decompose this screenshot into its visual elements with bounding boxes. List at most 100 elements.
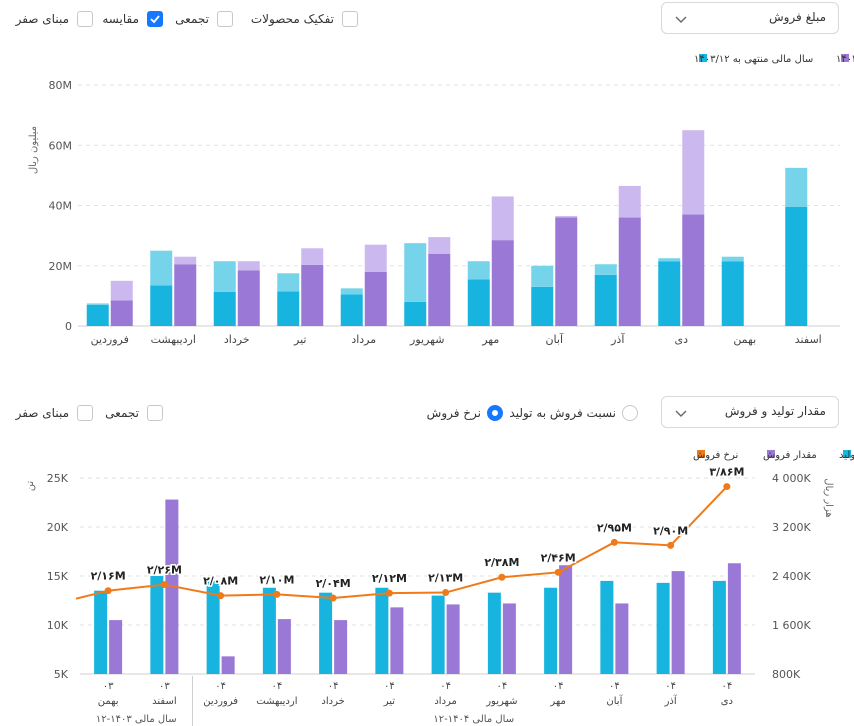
legend-swatch	[841, 54, 849, 62]
y-tick-label: 40M	[49, 200, 73, 213]
sales-rate-label: ۳/۸۶M	[709, 466, 744, 479]
legend-swatch	[697, 450, 705, 458]
top-controls: مبلغ فروش تفکیک محصولات تجمعی مقایسه مبن…	[0, 2, 854, 38]
zero-base-checkbox[interactable]: مبنای صفر	[3, 11, 93, 31]
sales-rate-label: ۲/۴۶M	[541, 551, 576, 564]
y-tick-label: 20K	[47, 521, 69, 534]
sales-rate-label: ۲/۳۸M	[484, 556, 519, 569]
bar-production	[375, 587, 389, 674]
sales-rate-point	[104, 587, 112, 595]
sales-rate-point	[160, 581, 168, 589]
chevron-down-icon	[675, 410, 687, 417]
bar-previous-extra	[301, 248, 324, 265]
y-tick-label: 10K	[47, 619, 69, 632]
bar-sales	[559, 565, 573, 674]
x-tick-year: ۰۴	[609, 681, 620, 692]
sales-amount-chart: سال مالی منتهی به ۱۴۰۴/۱۲ سال مالی منتهی …	[28, 54, 854, 346]
bar-sales	[615, 603, 629, 674]
legend-swatch	[767, 450, 775, 458]
bar-current-extra	[150, 250, 173, 286]
bar-current-extra	[594, 264, 617, 275]
x-tick-label: فروردین	[91, 333, 129, 346]
bar-current	[277, 291, 300, 326]
sales-rate-label: ۲/۱۳M	[428, 572, 463, 585]
bar-current	[404, 301, 427, 326]
x-tick-label: خرداد	[321, 696, 344, 707]
x-tick-label: مهر	[549, 696, 565, 707]
zero-base-checkbox-bottom[interactable]: مبنای صفر	[3, 405, 93, 425]
sales-rate-label: ۲/۰۴M	[316, 577, 351, 590]
sales-to-production-radio[interactable]: نسبت فروش به تولید	[509, 405, 638, 425]
bar-previous	[110, 300, 133, 326]
y-tick-label: 25K	[47, 472, 69, 485]
checkbox-label: مقایسه	[102, 12, 139, 26]
breakdown-products-checkbox[interactable]: تفکیک محصولات	[248, 11, 358, 31]
sales-rate-point	[723, 483, 731, 491]
x-tick-label: فروردین	[203, 696, 238, 707]
bar-previous-extra	[491, 196, 514, 241]
bar-current-extra	[721, 256, 744, 262]
x-group-label: سال مالی ۱۴۰۴-۱۲	[433, 714, 514, 725]
sales-rate-point	[498, 573, 506, 581]
legend-label: مقدار تولید	[839, 450, 854, 461]
bar-current-extra	[277, 273, 300, 292]
bar-production	[431, 595, 445, 674]
sales-rate-label: ۲/۲۶M	[147, 564, 182, 577]
production-sales-select-label: مقدار تولید و فروش	[724, 404, 826, 418]
checkbox-box	[147, 405, 163, 421]
bar-production	[487, 592, 501, 674]
production-sales-chart: مقدار تولید مقدار فروش نرخ فروش تن هزار ریال…	[25, 450, 854, 726]
x-tick-label: بهمن	[733, 333, 756, 346]
bar-current	[785, 207, 808, 326]
bar-previous	[237, 270, 260, 326]
sales-rate-label: ۲/۰۸M	[203, 575, 238, 588]
x-tick-year: ۰۴	[384, 681, 395, 692]
bar-previous-extra	[618, 185, 641, 218]
x-tick-label: مهر	[481, 333, 499, 346]
x-tick-label: تیر	[293, 333, 306, 346]
sales-rate-label: ۲/۹۰M	[653, 524, 688, 537]
checkbox-label: تفکیک محصولات	[250, 12, 334, 26]
y-tick-label-right: 4 000K	[772, 472, 811, 485]
x-tick-year: ۰۳	[103, 681, 114, 692]
bar-current	[150, 285, 173, 326]
y-tick-label: 0	[65, 320, 72, 333]
y-tick-label: 80M	[49, 79, 73, 92]
bar-production	[319, 592, 333, 674]
bar-production	[600, 580, 614, 674]
sales-rate-radio[interactable]: نرخ فروش	[423, 405, 503, 425]
bar-previous-extra	[555, 216, 578, 218]
bar-current	[658, 261, 681, 326]
checkbox-label: مبنای صفر	[15, 406, 69, 420]
cumulative-checkbox-bottom[interactable]: تجمعی	[93, 405, 163, 425]
sales-rate-label: ۲/۱۶M	[91, 570, 126, 583]
metric-select[interactable]: مبلغ فروش	[661, 2, 839, 34]
x-tick-year: ۰۴	[328, 681, 339, 692]
cumulative-checkbox[interactable]: تجمعی	[163, 11, 233, 31]
x-tick-year: ۰۴	[722, 681, 733, 692]
x-tick-label: اسفند	[152, 696, 176, 707]
chevron-down-icon	[675, 16, 687, 23]
compare-checkbox[interactable]: مقایسه	[93, 11, 163, 31]
x-tick-label: تیر	[383, 696, 396, 707]
bar-previous-extra	[174, 256, 197, 265]
y-tick-label-right: 1 600K	[772, 619, 811, 632]
check-icon	[150, 15, 160, 24]
x-tick-label: اردیبهشت	[256, 696, 297, 707]
bar-previous	[618, 217, 641, 326]
y-tick-label: 60M	[49, 139, 73, 152]
x-tick-label: اسفند	[795, 333, 822, 346]
x-tick-label: دی	[674, 333, 688, 346]
bar-sales	[334, 620, 348, 674]
x-tick-label: شهریور	[409, 333, 444, 346]
checkbox-label: تجمعی	[175, 12, 209, 26]
checkbox-box	[342, 11, 358, 27]
bar-current	[340, 294, 363, 326]
bar-production	[206, 580, 220, 674]
x-tick-label: آبان	[606, 694, 623, 707]
bar-production	[656, 582, 670, 674]
checkbox-label: تجمعی	[105, 406, 139, 420]
production-sales-select[interactable]: مقدار تولید و فروش	[661, 396, 839, 428]
bottom-controls: مقدار تولید و فروش نسبت فروش به تولید نر…	[0, 396, 854, 432]
y-tick-label: 5K	[54, 668, 69, 681]
